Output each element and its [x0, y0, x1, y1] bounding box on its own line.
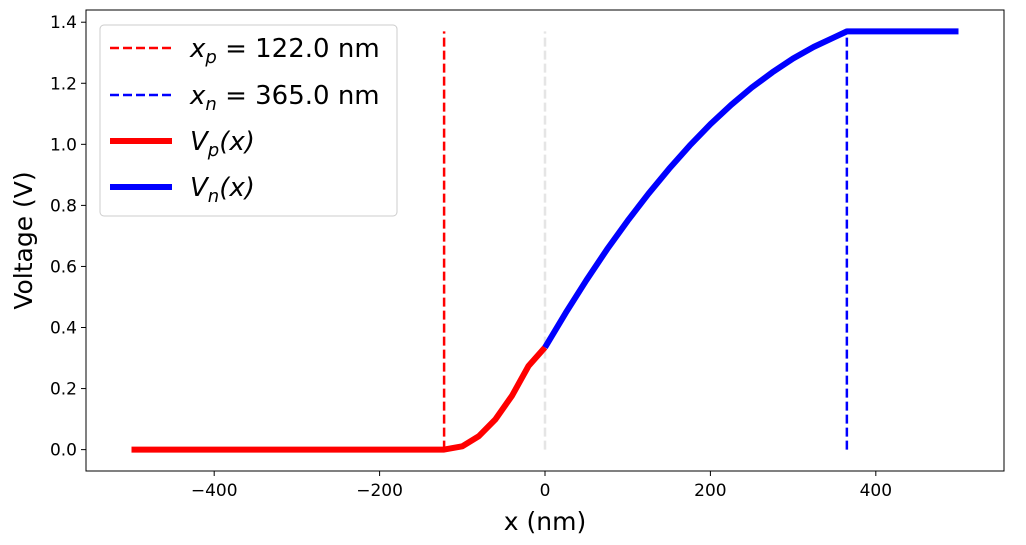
y-tick-label: 1.4 — [50, 13, 77, 33]
legend-label-v-n-x-: Vn(x) — [190, 173, 255, 207]
legend-label-x-p: xp = 122.0 nm — [189, 34, 380, 68]
x-axis-ticks: −400 −200 0 200 400 — [191, 471, 892, 501]
x-tick-label: 0 — [540, 481, 551, 501]
y-tick-label: 0.2 — [50, 380, 77, 400]
legend-frame — [99, 24, 398, 217]
x-axis-label: x (nm) — [504, 507, 586, 536]
y-axis-label: Voltage (V) — [9, 171, 38, 309]
y-tick-label: 0.4 — [50, 319, 77, 339]
x-tick-label: 200 — [694, 481, 726, 501]
x-tick-label: −400 — [191, 481, 238, 501]
series-v-n-x- — [542, 28, 959, 349]
legend: xp = 122.0 nm xn = 365.0 nm Vp(x) Vn(x) — [99, 24, 398, 217]
y-tick-label: 1.2 — [50, 74, 77, 94]
y-tick-label: 0.0 — [50, 441, 77, 461]
x-tick-label: −200 — [356, 481, 403, 501]
y-tick-label: 1.0 — [50, 135, 77, 155]
y-tick-label: 0.6 — [50, 257, 77, 277]
plot-lines — [131, 28, 959, 453]
x-tick-label: 400 — [860, 481, 892, 501]
series-v-p-x- — [131, 345, 548, 453]
legend-label-x-n: xn = 365.0 nm — [189, 81, 380, 115]
y-axis-ticks: 0.0 0.2 0.4 0.6 0.8 1.0 1.2 1.4 — [50, 13, 86, 461]
y-tick-label: 0.8 — [50, 196, 77, 216]
legend-label-v-p-x-: Vp(x) — [190, 127, 255, 161]
